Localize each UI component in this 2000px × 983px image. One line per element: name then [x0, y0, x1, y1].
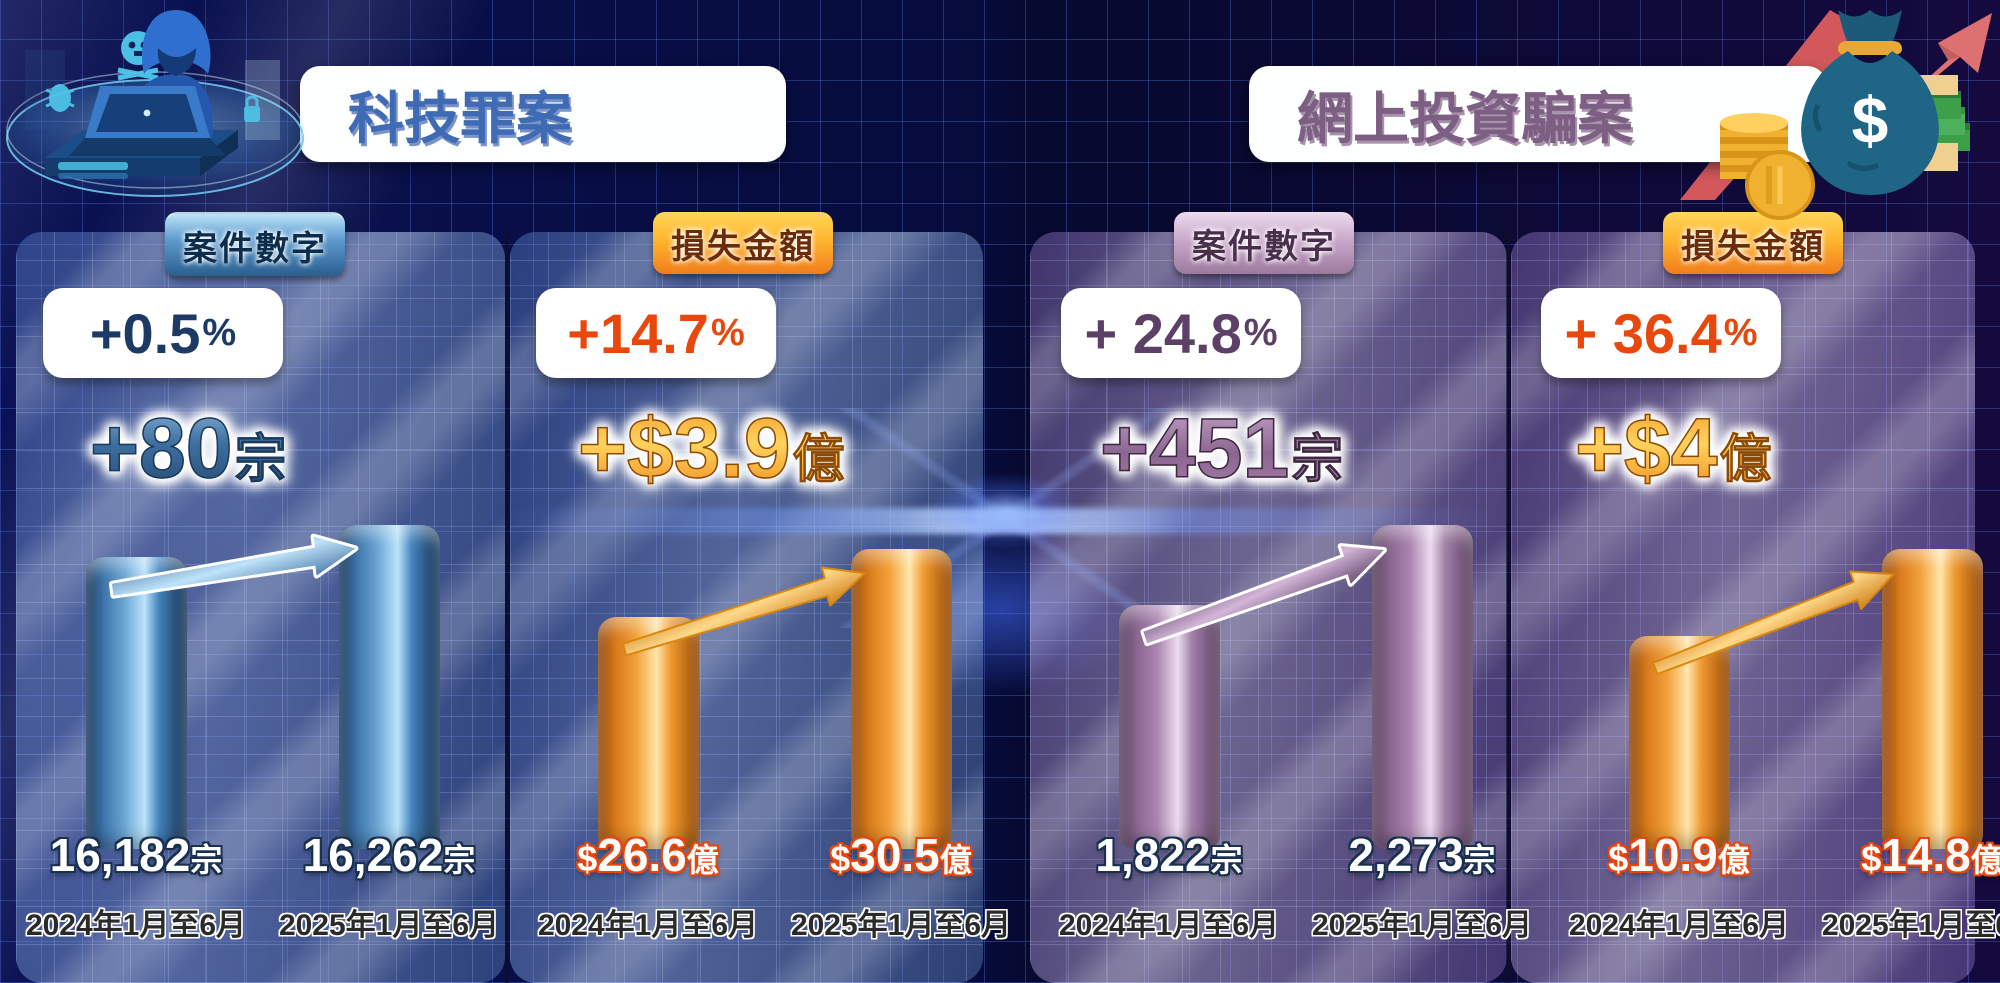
svg-text:$: $: [1852, 83, 1889, 157]
